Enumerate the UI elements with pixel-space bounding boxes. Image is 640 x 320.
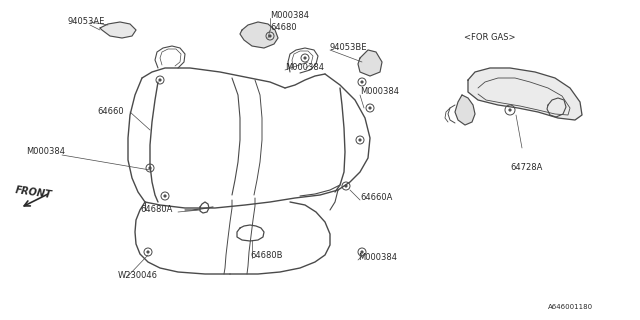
Circle shape bbox=[369, 107, 371, 109]
Text: 94053BE: 94053BE bbox=[330, 44, 367, 52]
Polygon shape bbox=[455, 95, 475, 125]
Polygon shape bbox=[100, 22, 136, 38]
Polygon shape bbox=[468, 68, 582, 120]
Circle shape bbox=[509, 109, 511, 111]
Polygon shape bbox=[240, 22, 278, 48]
Circle shape bbox=[361, 81, 364, 83]
Text: 64680: 64680 bbox=[270, 23, 296, 33]
Text: M000384: M000384 bbox=[285, 63, 324, 73]
Circle shape bbox=[361, 251, 364, 253]
Circle shape bbox=[269, 35, 271, 37]
Circle shape bbox=[149, 167, 151, 169]
Circle shape bbox=[304, 57, 306, 59]
Text: M000384: M000384 bbox=[360, 87, 399, 97]
Circle shape bbox=[164, 195, 166, 197]
Text: M000384: M000384 bbox=[26, 148, 65, 156]
Text: M000384: M000384 bbox=[358, 253, 397, 262]
Text: 64680A: 64680A bbox=[140, 205, 172, 214]
Circle shape bbox=[147, 251, 149, 253]
Circle shape bbox=[159, 79, 161, 81]
Circle shape bbox=[345, 185, 347, 187]
Text: 64680B: 64680B bbox=[250, 252, 282, 260]
Text: M000384: M000384 bbox=[270, 11, 309, 20]
Text: 64660: 64660 bbox=[97, 108, 124, 116]
Text: A646001180: A646001180 bbox=[548, 304, 593, 310]
Polygon shape bbox=[358, 50, 382, 76]
Text: 64660A: 64660A bbox=[360, 194, 392, 203]
Text: <FOR GAS>: <FOR GAS> bbox=[464, 34, 515, 43]
Text: 64728A: 64728A bbox=[510, 164, 542, 172]
Text: W230046: W230046 bbox=[118, 270, 158, 279]
Text: FRONT: FRONT bbox=[15, 186, 53, 201]
Text: 94053AE: 94053AE bbox=[68, 18, 106, 27]
Circle shape bbox=[359, 139, 361, 141]
